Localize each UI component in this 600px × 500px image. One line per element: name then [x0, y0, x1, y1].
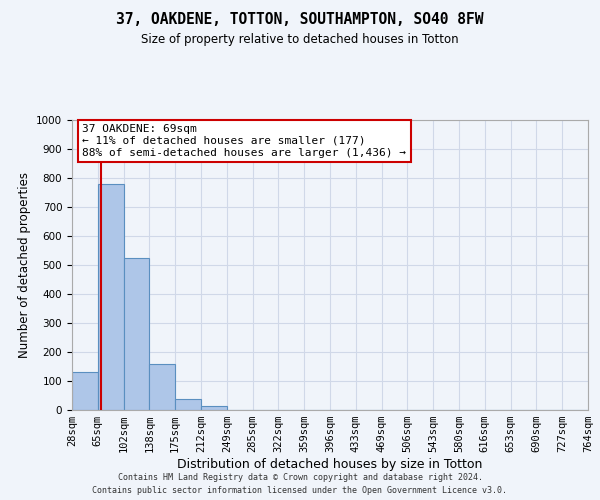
Bar	[98, 184, 124, 410]
Text: Size of property relative to detached houses in Totton: Size of property relative to detached ho…	[141, 32, 459, 46]
X-axis label: Distribution of detached houses by size in Totton: Distribution of detached houses by size …	[178, 458, 482, 471]
Bar	[175, 400, 201, 410]
Bar	[149, 364, 175, 410]
Bar	[201, 406, 227, 410]
Bar	[124, 258, 149, 410]
Y-axis label: Number of detached properties: Number of detached properties	[17, 172, 31, 358]
Text: Contains HM Land Registry data © Crown copyright and database right 2024.
Contai: Contains HM Land Registry data © Crown c…	[92, 474, 508, 495]
Text: 37, OAKDENE, TOTTON, SOUTHAMPTON, SO40 8FW: 37, OAKDENE, TOTTON, SOUTHAMPTON, SO40 8…	[116, 12, 484, 28]
Bar	[72, 372, 98, 410]
Text: 37 OAKDENE: 69sqm
← 11% of detached houses are smaller (177)
88% of semi-detache: 37 OAKDENE: 69sqm ← 11% of detached hous…	[82, 124, 406, 158]
